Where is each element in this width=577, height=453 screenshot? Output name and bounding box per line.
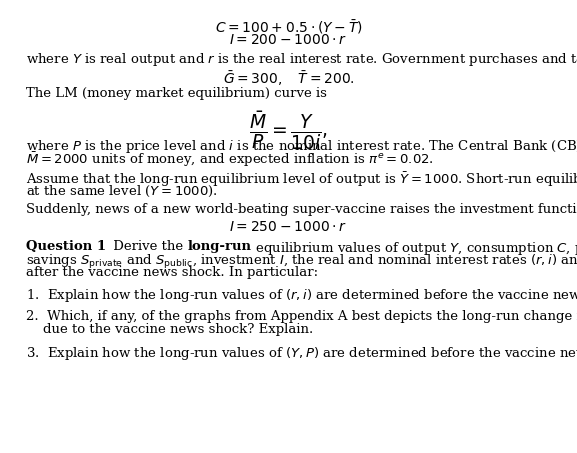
Text: Assume that the long-run equilibrium level of output is $\bar{Y} = 1000$. Short-: Assume that the long-run equilibrium lev… bbox=[26, 171, 577, 189]
Text: $C = 100 + 0.5 \cdot (Y - \bar{T})$: $C = 100 + 0.5 \cdot (Y - \bar{T})$ bbox=[215, 18, 362, 36]
Text: long-run: long-run bbox=[188, 240, 252, 253]
Text: $I = 250 - 1000 \cdot r$: $I = 250 - 1000 \cdot r$ bbox=[230, 220, 347, 234]
Text: $\bar{G} = 300, \quad \bar{T} = 200.$: $\bar{G} = 300, \quad \bar{T} = 200.$ bbox=[223, 69, 354, 88]
Text: $\bar{M} = 2000$ units of money, and expected inflation is $\pi^e = 0.02$.: $\bar{M} = 2000$ units of money, and exp… bbox=[26, 151, 434, 169]
Text: Derive the: Derive the bbox=[109, 240, 188, 253]
Text: where $P$ is the price level and $i$ is the nominal interest rate. The Central B: where $P$ is the price level and $i$ is … bbox=[26, 138, 577, 155]
Text: 1.  Explain how the long-run values of $(r, i)$ are determined before the vaccin: 1. Explain how the long-run values of $(… bbox=[26, 287, 577, 304]
Text: after the vaccine news shock. In particular:: after the vaccine news shock. In particu… bbox=[26, 266, 318, 280]
Text: where $Y$ is real output and $r$ is the real interest rate. Government purchases: where $Y$ is real output and $r$ is the … bbox=[26, 51, 577, 68]
Text: at the same level ($Y = 1000$).: at the same level ($Y = 1000$). bbox=[26, 184, 218, 199]
Text: 2.  Which, if any, of the graphs from Appendix A best depicts the long-run chang: 2. Which, if any, of the graphs from App… bbox=[26, 310, 577, 323]
Text: $\dfrac{\bar{M}}{P} = \dfrac{Y}{10i},$: $\dfrac{\bar{M}}{P} = \dfrac{Y}{10i},$ bbox=[249, 110, 328, 152]
Text: savings $S_{\rm private}$ and $S_{\rm public}$, investment $I$, the real and nom: savings $S_{\rm private}$ and $S_{\rm pu… bbox=[26, 253, 577, 271]
Text: due to the vaccine news shock? Explain.: due to the vaccine news shock? Explain. bbox=[26, 323, 313, 337]
Text: equilibrium values of output $Y$, consumption $C$, private and public: equilibrium values of output $Y$, consum… bbox=[252, 240, 577, 257]
Text: Question 1: Question 1 bbox=[26, 240, 106, 253]
Text: Suddenly, news of a new world-beating super-vaccine raises the investment functi: Suddenly, news of a new world-beating su… bbox=[26, 203, 577, 216]
Text: $I = 200 - 1000 \cdot r$: $I = 200 - 1000 \cdot r$ bbox=[230, 33, 347, 47]
Text: The LM (money market equilibrium) curve is: The LM (money market equilibrium) curve … bbox=[26, 87, 327, 100]
Text: 3.  Explain how the long-run values of $(Y, P)$ are determined before the vaccin: 3. Explain how the long-run values of $(… bbox=[26, 345, 577, 362]
